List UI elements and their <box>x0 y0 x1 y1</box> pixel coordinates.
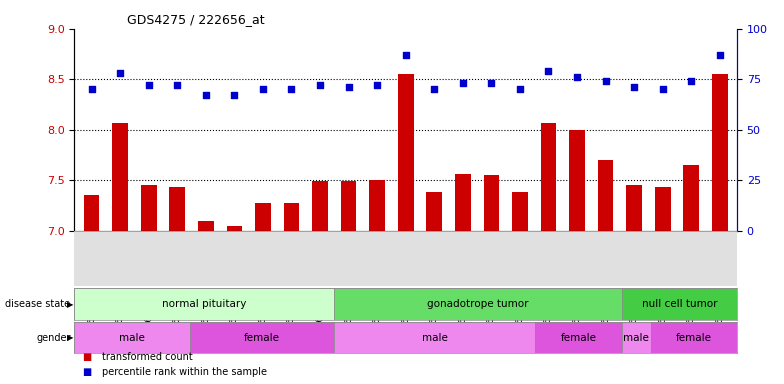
Bar <box>712 74 728 231</box>
Text: ■: ■ <box>82 352 92 362</box>
Point <box>628 84 641 91</box>
Bar <box>341 181 357 231</box>
Bar <box>597 160 613 231</box>
Bar <box>455 174 470 231</box>
Bar <box>397 74 414 231</box>
Bar <box>284 202 299 231</box>
Point <box>228 93 241 99</box>
Point <box>399 52 412 58</box>
Bar <box>651 322 737 353</box>
Text: ■: ■ <box>82 367 92 377</box>
Text: female: female <box>561 333 597 343</box>
Bar <box>512 192 528 231</box>
Text: percentile rank within the sample: percentile rank within the sample <box>102 367 267 377</box>
Text: female: female <box>244 333 280 343</box>
Bar <box>541 123 557 231</box>
Point <box>285 86 298 93</box>
Bar <box>535 322 622 353</box>
Point <box>571 74 583 80</box>
Bar <box>334 288 622 320</box>
Bar <box>684 165 699 231</box>
Point <box>514 86 526 93</box>
Text: ▶: ▶ <box>67 300 74 309</box>
Bar <box>255 202 270 231</box>
Text: female: female <box>676 333 712 343</box>
Text: male: male <box>119 333 145 343</box>
Bar <box>622 288 737 320</box>
Point <box>685 78 698 84</box>
Point <box>200 93 212 99</box>
Point <box>171 82 183 88</box>
Point <box>485 80 498 86</box>
Bar <box>622 322 651 353</box>
Bar <box>426 192 442 231</box>
Bar <box>626 185 642 231</box>
Text: GDS4275 / 222656_at: GDS4275 / 222656_at <box>128 13 265 26</box>
Text: male: male <box>422 333 448 343</box>
Point <box>143 82 155 88</box>
Point <box>256 86 269 93</box>
Point <box>656 86 669 93</box>
Point <box>599 78 612 84</box>
Bar <box>655 187 670 231</box>
Text: ▶: ▶ <box>67 333 74 342</box>
Text: transformed count: transformed count <box>102 352 193 362</box>
Text: male: male <box>623 333 649 343</box>
Bar <box>169 187 185 231</box>
Text: disease state: disease state <box>5 299 71 309</box>
Point <box>713 52 726 58</box>
Bar <box>198 221 214 231</box>
Bar <box>74 288 334 320</box>
Bar <box>190 322 334 353</box>
Point <box>456 80 469 86</box>
Text: null cell tumor: null cell tumor <box>641 299 717 309</box>
Text: gonadotrope tumor: gonadotrope tumor <box>427 299 528 309</box>
Bar <box>369 180 385 231</box>
Bar <box>112 123 128 231</box>
Text: normal pituitary: normal pituitary <box>162 299 246 309</box>
Bar <box>227 226 242 231</box>
Bar <box>141 185 157 231</box>
Point <box>314 82 326 88</box>
Point <box>371 82 383 88</box>
Point <box>85 86 98 93</box>
Bar <box>334 322 535 353</box>
Point <box>543 68 555 74</box>
Bar <box>484 175 499 231</box>
Bar <box>312 181 328 231</box>
Point <box>428 86 441 93</box>
Bar <box>84 195 100 231</box>
Bar <box>74 322 190 353</box>
Point <box>343 84 355 91</box>
Point <box>114 70 126 76</box>
Bar <box>569 130 585 231</box>
Text: gender: gender <box>36 333 71 343</box>
